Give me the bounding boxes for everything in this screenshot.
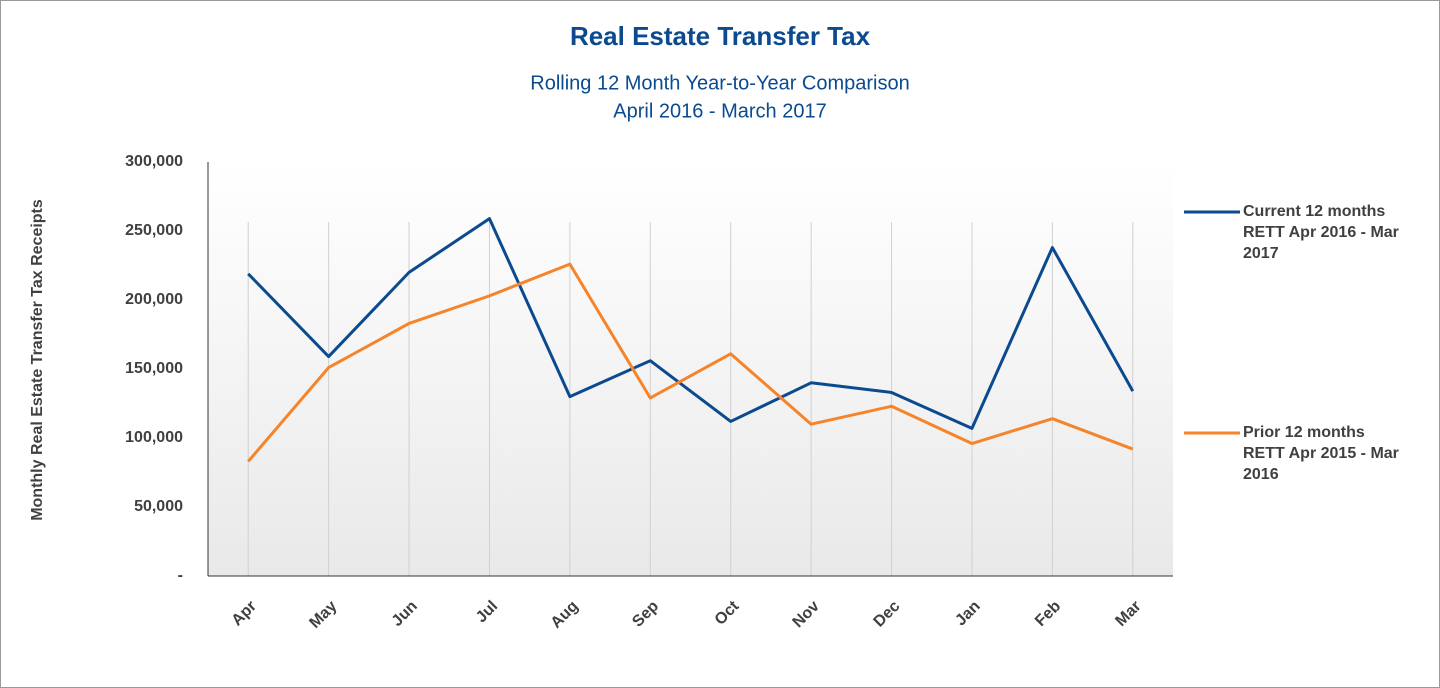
x-tick-label: Jan — [952, 598, 984, 630]
y-tick-label: 250,000 — [125, 222, 183, 239]
x-tick-label: Aug — [548, 598, 582, 632]
x-tick-label: Oct — [712, 597, 743, 628]
chart-subtitle: April 2016 - March 2017 — [613, 100, 826, 122]
y-tick-label: - — [178, 567, 183, 584]
y-tick-label: 100,000 — [125, 429, 183, 446]
line-series — [247, 262, 1134, 463]
x-tick-label: Jul — [473, 598, 501, 626]
y-tick-label: 300,000 — [125, 153, 183, 170]
x-tick-label: May — [306, 598, 340, 632]
x-tick-label: Feb — [1032, 598, 1064, 630]
x-tick-label: Jun — [389, 598, 421, 630]
x-tick-label: Mar — [1112, 598, 1144, 630]
x-tick-label: Nov — [790, 598, 823, 631]
y-tick-label: 200,000 — [125, 291, 183, 308]
legend-label: Current 12 months RETT Apr 2016 - Mar 20… — [1243, 203, 1399, 262]
y-tick-label: 150,000 — [125, 360, 183, 377]
y-axis-title: Monthly Real Estate Transfer Tax Receipt… — [29, 199, 46, 521]
legend-label: Prior 12 months RETT Apr 2015 - Mar 2016 — [1243, 424, 1399, 483]
line-series — [247, 217, 1135, 430]
plot-background — [208, 162, 1173, 576]
chart-title: Real Estate Transfer Tax — [570, 21, 871, 51]
x-tick-label: Dec — [871, 598, 904, 631]
chart-subtitle: Rolling 12 Month Year-to-Year Comparison — [530, 72, 909, 94]
x-tick-label: Apr — [229, 598, 261, 630]
y-tick-label: 50,000 — [134, 498, 183, 515]
x-tick-label: Sep — [629, 598, 662, 631]
